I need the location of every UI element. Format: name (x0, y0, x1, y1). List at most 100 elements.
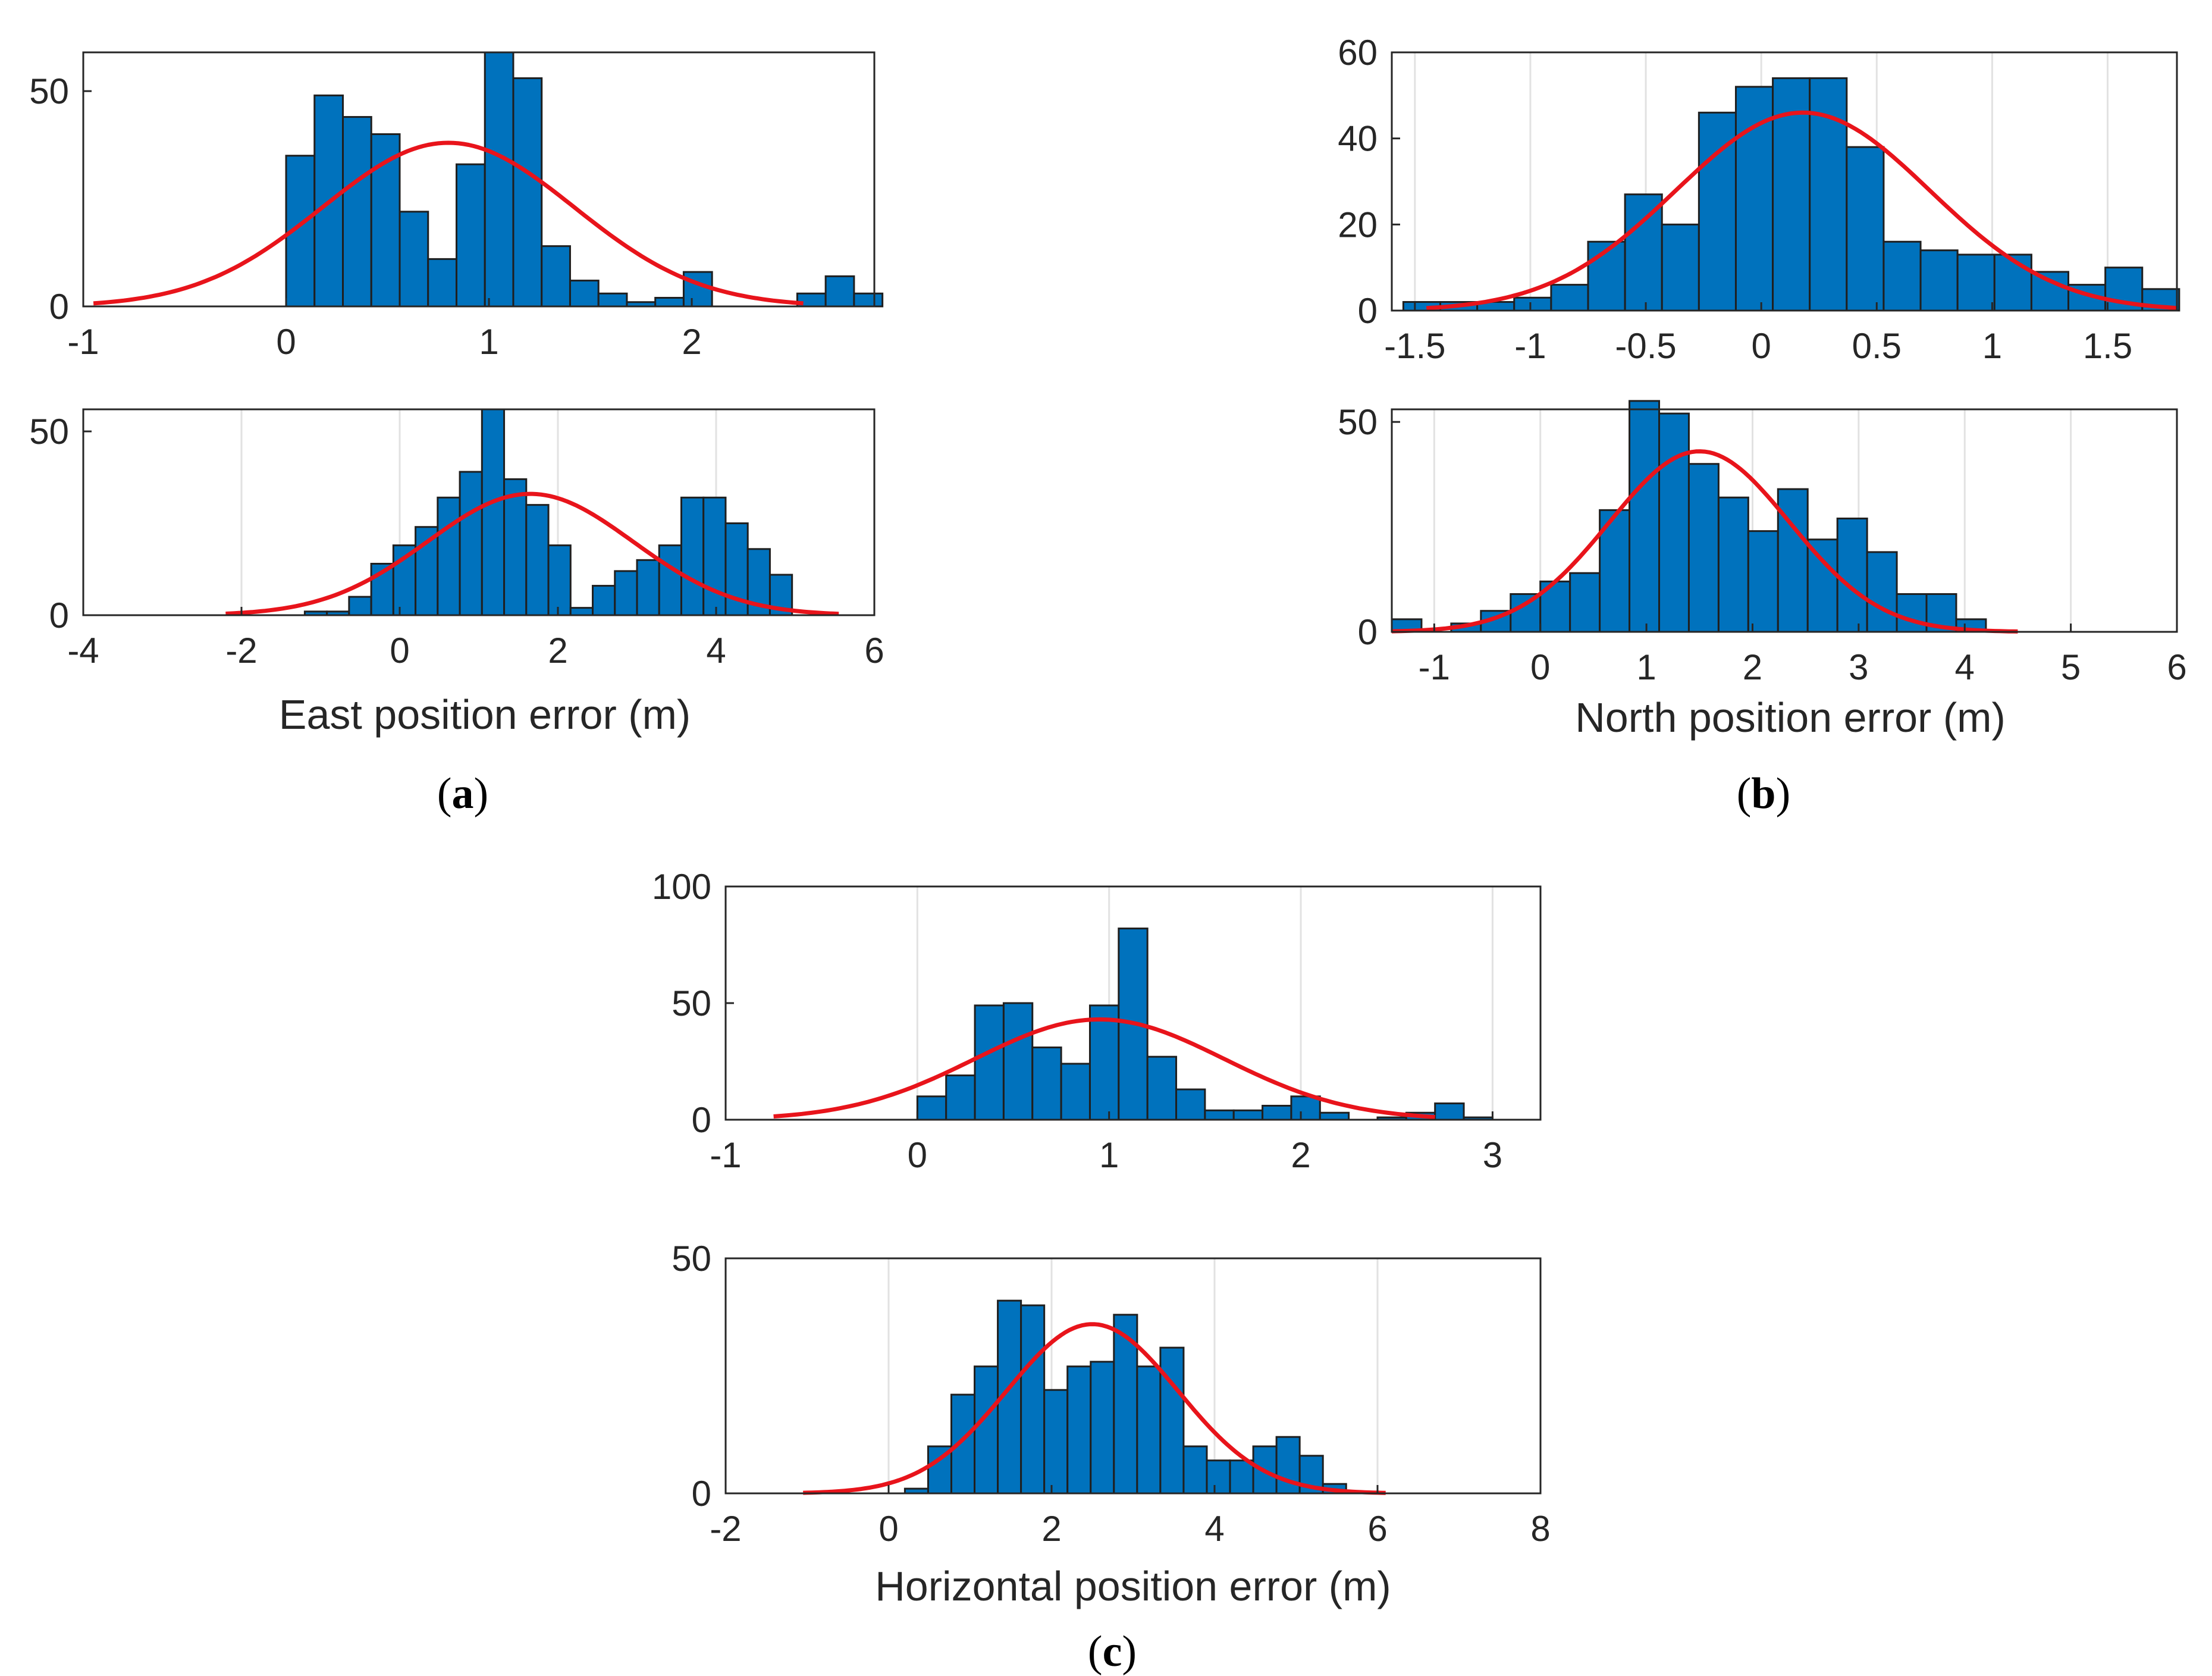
xtick-label-c1-2: 1 (1099, 1135, 1119, 1175)
xtick-label-b2-7: 6 (2167, 647, 2186, 687)
histogram-bar-c2-13 (1206, 1459, 1231, 1495)
xtick-label-a2-3: 2 (548, 631, 567, 671)
histogram-bar-c1-5 (1060, 1063, 1091, 1121)
histogram-bar-b2-15 (1836, 517, 1868, 633)
xtick-label-c2-2: 2 (1041, 1509, 1061, 1549)
histogram-bar-b2-14 (1806, 538, 1838, 633)
normal-fit-curve-c1 (773, 1017, 1435, 1119)
ytick-label-b1-3: 60 (1338, 33, 1378, 73)
histogram-north-top: -1.5 -1 -0.5 0 0.5 1 1.5 0 20 40 60 (1338, 33, 2180, 366)
histogram-bar-b2-10 (1687, 463, 1720, 633)
ytick-label-a1-0: 0 (49, 287, 69, 327)
xtick-label-a1-3: 2 (682, 322, 701, 362)
panel-label-b: (b) (1737, 769, 1790, 818)
normal-fit-curve-a1 (93, 140, 804, 306)
xtick-label-c2-3: 4 (1204, 1509, 1224, 1549)
ytick-label-b1-0: 0 (1358, 291, 1378, 331)
histogram-bar-c1-8 (1146, 1055, 1178, 1121)
histogram-bar-c1-18 (1434, 1102, 1465, 1121)
histogram-bar-b1-17 (2030, 271, 2070, 312)
xtick-label-a2-1: -2 (225, 631, 257, 671)
histogram-bar-b1-16 (1993, 253, 2032, 312)
histogram-bar-a2-18 (702, 496, 727, 616)
histogram-east-bottom: -4 -2 0 2 4 6 0 50 (29, 408, 884, 671)
histogram-bar-a2-12 (569, 607, 594, 616)
xtick-label-b1-2: -0.5 (1615, 326, 1676, 366)
histogram-bar-a2-16 (658, 544, 682, 616)
normal-fit-curve-b2 (1391, 449, 2018, 634)
xtick-label-a1-1: 0 (276, 322, 296, 362)
histogram-bar-b2-4 (1510, 593, 1542, 633)
axes-frame-c2 (724, 1257, 1542, 1495)
histogram-bar-b2-17 (1896, 593, 1928, 633)
ytick-label-b1-1: 20 (1338, 205, 1378, 245)
xtick-label-b2-5: 4 (1955, 647, 1975, 687)
histogram-bar-c2-5 (1020, 1304, 1046, 1495)
panel-letter-b: b (1751, 769, 1775, 818)
histogram-bar-c1-9 (1175, 1088, 1206, 1121)
panel-letter-a: a (452, 769, 474, 818)
xlabel-horizontal: Horizontal position error (m) (875, 1563, 1391, 1609)
xtick-label-b2-3: 2 (1743, 647, 1762, 687)
ytick-label-c2-1: 50 (672, 1239, 711, 1279)
xtick-label-b2-2: 1 (1636, 647, 1656, 687)
xtick-label-a1-0: -1 (67, 322, 99, 362)
histogram-bar-a2-11 (547, 544, 572, 616)
ytick-label-c1-1: 50 (672, 983, 711, 1023)
xtick-label-c1-4: 3 (1483, 1135, 1502, 1175)
ytick-label-b2-0: 0 (1358, 612, 1378, 652)
histogram-bar-c1-12 (1262, 1104, 1292, 1121)
xtick-label-a2-0: -4 (67, 631, 99, 671)
axes-frame-a2 (82, 408, 876, 616)
xtick-label-b1-6: 1.5 (2083, 326, 2132, 366)
histogram-bar-a2-13 (592, 585, 616, 616)
histogram-bar-c1-1 (945, 1074, 976, 1121)
histogram-bar-c2-2 (950, 1393, 976, 1495)
histogram-bar-c1-4 (1031, 1046, 1062, 1121)
histogram-bar-a2-15 (636, 559, 660, 616)
xtick-label-b2-0: -1 (1419, 647, 1450, 687)
histogram-bar-c2-3 (974, 1365, 999, 1495)
histogram-bar-a1-4 (399, 211, 429, 308)
histogram-bar-c1-6 (1088, 1004, 1120, 1121)
xtick-label-b1-5: 1 (1982, 326, 2002, 366)
histogram-bar-a1-19 (824, 275, 855, 308)
ytick-label-c1-2: 100 (652, 867, 711, 907)
xtick-label-b2-4: 3 (1849, 647, 1868, 687)
histogram-bar-a2-7 (459, 471, 483, 616)
histogram-bar-b1-15 (1956, 253, 1995, 312)
axes-frame-a1 (82, 51, 876, 308)
histogram-bar-b2-6 (1569, 572, 1601, 633)
panel-label-a: (a) (437, 769, 488, 818)
histogram-bar-c2-11 (1159, 1346, 1185, 1495)
axes-frame-b1 (1391, 51, 2178, 312)
xlabel-east: East position error (m) (279, 691, 691, 738)
histogram-bar-a2-10 (525, 504, 550, 616)
histogram-bar-b1-13 (1882, 240, 1922, 312)
histogram-bar-a1-13 (654, 297, 685, 308)
xtick-label-c2-5: 8 (1530, 1509, 1550, 1549)
histogram-bar-c1-10 (1204, 1109, 1235, 1121)
histogram-bar-b2-9 (1658, 412, 1690, 633)
histogram-bar-a2-8 (481, 408, 506, 616)
xtick-label-b1-4: 0.5 (1852, 326, 1902, 366)
histogram-bar-c1-0 (916, 1095, 947, 1121)
ytick-label-a2-0: 0 (49, 596, 69, 635)
histogram-bar-c2-10 (1136, 1365, 1162, 1495)
histogram-bar-a1-10 (569, 280, 600, 308)
histogram-bar-a1-2 (342, 116, 372, 308)
histogram-bar-a1-11 (597, 292, 628, 308)
histogram-bar-c1-11 (1232, 1109, 1264, 1121)
histogram-bar-c2-6 (1043, 1389, 1069, 1495)
panel-label-c: (c) (1088, 1627, 1137, 1676)
histogram-north-bottom: -1 0 1 2 3 4 5 6 0 50 (1338, 400, 2187, 687)
histogram-bar-b1-7 (1661, 223, 1700, 312)
histogram-bar-b2-16 (1866, 551, 1898, 633)
histogram-bar-a2-6 (437, 496, 461, 616)
ytick-label-a2-1: 50 (29, 412, 69, 452)
histogram-bar-b2-12 (1747, 530, 1779, 633)
ytick-label-c2-0: 0 (692, 1474, 711, 1514)
histogram-bar-c1-2 (974, 1004, 1005, 1121)
